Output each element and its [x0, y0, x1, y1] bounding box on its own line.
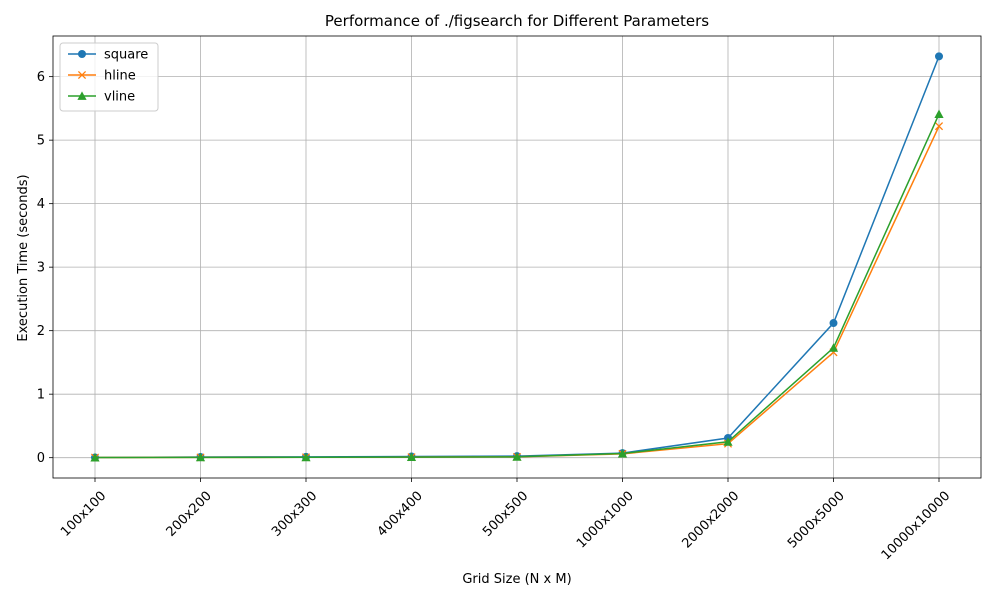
legend-item-vline: vline [68, 90, 135, 105]
legend-label: square [104, 48, 148, 63]
x-tick-label: 5000x5000 [785, 489, 848, 552]
triangle-marker [617, 448, 628, 458]
x-tick-label: 2000x2000 [679, 489, 742, 552]
x-marker [934, 122, 944, 131]
x-tick-label: 1000x1000 [574, 489, 637, 552]
y-axis-title: Execution Time (seconds) [16, 174, 31, 341]
x-tick-label: 500x500 [480, 489, 531, 540]
legend: square hline vline [59, 42, 159, 112]
triangle-marker [301, 452, 311, 462]
axis-ticks: 100x100 200x200 300x300 400x400 500x500 1000x… [37, 70, 954, 563]
y-tick-label: 2 [37, 324, 45, 339]
chart-title: Performance of ./figsearch for Different… [325, 12, 709, 30]
y-tick-label: 4 [37, 197, 45, 212]
triangle-marker [406, 452, 417, 462]
x-tick-label: 200x200 [164, 489, 215, 540]
triangle-marker [828, 343, 839, 352]
series-vline [90, 109, 944, 462]
x-tick-label: 400x400 [375, 489, 426, 540]
y-tick-label: 1 [37, 388, 45, 403]
triangle-marker [90, 452, 100, 462]
x-axis-title: Grid Size (N x M) [462, 572, 571, 587]
legend-box [59, 42, 159, 112]
triangle-marker [723, 437, 733, 446]
y-tick-label: 0 [37, 451, 45, 466]
circle-marker [935, 52, 943, 61]
legend-item-square: square [68, 48, 148, 63]
legend-label: vline [104, 90, 135, 105]
y-tick-label: 5 [37, 134, 45, 149]
x-marker [77, 70, 87, 80]
y-tick-label: 3 [37, 261, 45, 276]
legend-item-hline: hline [68, 69, 136, 84]
legend-label: hline [104, 69, 136, 84]
series-group [90, 52, 944, 462]
x-tick-label: 10000x10000 [879, 489, 954, 564]
y-tick-label: 6 [37, 70, 45, 85]
circle-marker [78, 50, 86, 58]
triangle-marker [934, 109, 944, 119]
grid [53, 36, 981, 478]
triangle-marker [195, 452, 206, 462]
x-tick-label: 300x300 [269, 489, 320, 540]
x-tick-label: 100x100 [58, 489, 109, 540]
triangle-marker [512, 452, 522, 461]
triangle-marker [77, 91, 87, 100]
circle-marker [829, 319, 838, 328]
